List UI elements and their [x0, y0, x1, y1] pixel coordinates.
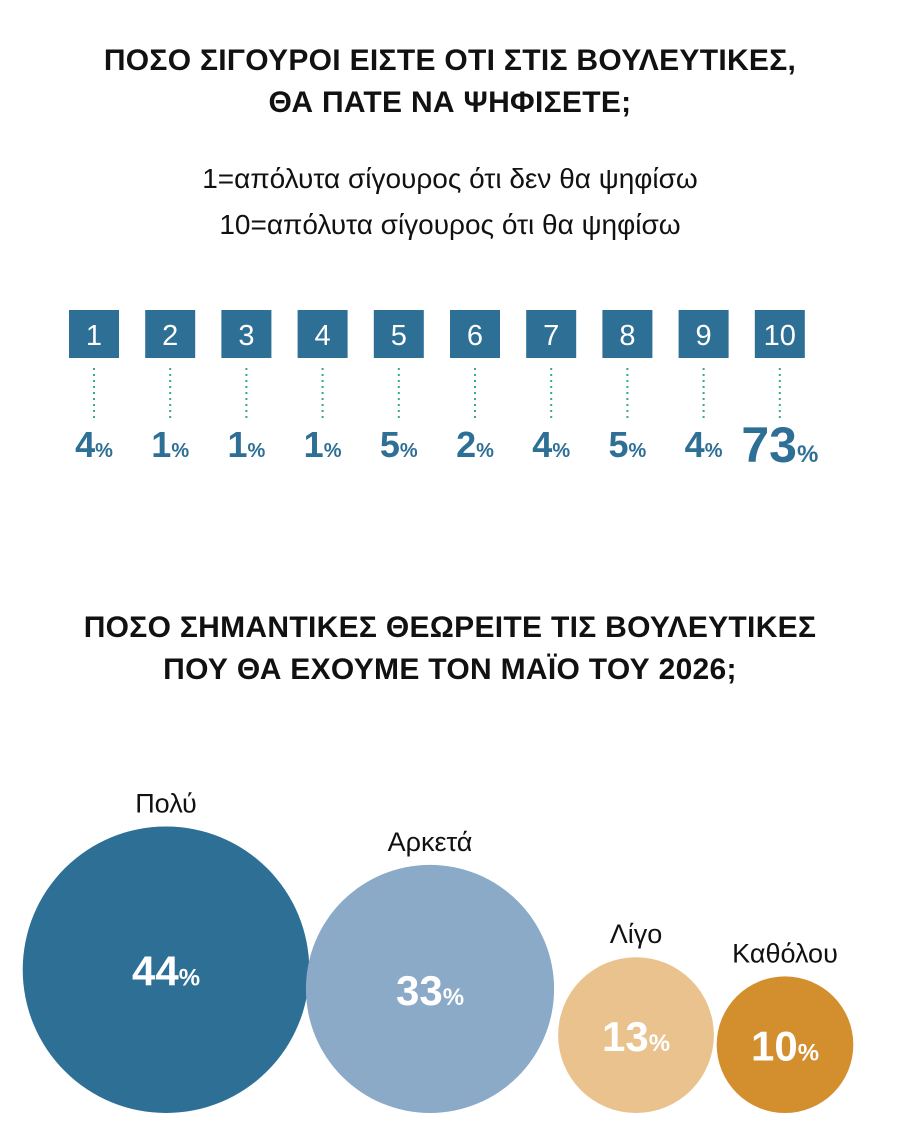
scale-box: [526, 310, 577, 358]
importance-bubble-chart: Πολύ 44% Αρκετά 33% Λίγο 13% Καθόλου 10%: [22, 788, 854, 1113]
scale-item: 5 5%: [373, 310, 424, 465]
scale-box: [678, 310, 729, 358]
scale-box: [602, 310, 653, 358]
scale-item: 8 5%: [602, 310, 653, 465]
bubble-value-label: 44%: [132, 948, 200, 995]
bubble-category-label: Καθόλου: [732, 938, 838, 968]
bubble-category-label: Λίγο: [610, 919, 663, 949]
bubble-value-label: 13%: [602, 1013, 670, 1060]
scale-box: [373, 310, 424, 358]
scale-box-label: 6: [467, 320, 483, 352]
scale-box: [450, 310, 500, 358]
title-line: ΘΑ ΠΑΤΕ ΝΑ ΨΗΦΙΣΕΤΕ;: [268, 86, 632, 119]
scale-item: 6 2%: [450, 310, 500, 465]
scale-item: 10 73%: [741, 310, 818, 473]
title-line: ΠΟΥ ΘΑ ΕΧΟΥΜΕ ΤΟΝ ΜΑΪΟ ΤΟΥ 2026;: [163, 653, 737, 686]
scale-item: 3 1%: [221, 310, 272, 465]
bubble-circle: [22, 826, 310, 1113]
scale-item: 9 4%: [678, 310, 729, 465]
scale-box-label: 7: [543, 320, 559, 352]
bubble-circle: [716, 976, 854, 1113]
scale-item: 2 1%: [145, 310, 196, 465]
scale-value-label: 5%: [380, 424, 418, 465]
scale-item: 1 4%: [69, 310, 119, 465]
scale-value-label: 73%: [741, 417, 818, 473]
bubble: Αρκετά 33%: [305, 827, 555, 1113]
scale-value-label: 1%: [227, 424, 265, 465]
bubble: Λίγο 13%: [558, 919, 714, 1113]
scale-box-label: 3: [238, 320, 254, 352]
scale-value-label: 4%: [685, 424, 723, 465]
scale-legend-high: 10=απόλυτα σίγουρος ότι θα ψηφίσω: [219, 209, 681, 240]
scale-value-label: 4%: [75, 424, 113, 465]
chart-title-importance: ΠΟΣΟ ΣΗΜΑΝΤΙΚΕΣ ΘΕΩΡΕΙΤΕ ΤΙΣ ΒΟΥΛΕΥΤΙΚΕΣ…: [0, 607, 900, 691]
scale-box-label: 5: [391, 320, 407, 352]
scale-box-label: 8: [619, 320, 635, 352]
scale-box: [145, 310, 196, 358]
scale-value-label: 1%: [304, 424, 342, 465]
scale-value-label: 2%: [456, 424, 494, 465]
scale-box-label: 4: [315, 320, 331, 352]
scale-legend-low: 1=απόλυτα σίγουρος ότι δεν θα ψηφίσω: [202, 163, 698, 194]
scale-value-label: 5%: [608, 424, 646, 465]
chart-title-certainty: ΠΟΣΟ ΣΙΓΟΥΡΟΙ ΕΙΣΤΕ ΟΤΙ ΣΤΙΣ ΒΟΥΛΕΥΤΙΚΕΣ…: [0, 40, 900, 124]
bubble-circle: [305, 864, 555, 1113]
scale-box-label: 1: [86, 320, 102, 352]
bubble-circle: [558, 957, 714, 1113]
bubble-category-label: Πολύ: [135, 788, 197, 818]
scale-box: [754, 310, 805, 358]
scale-box-label: 2: [162, 320, 178, 352]
bubble: Πολύ 44%: [22, 788, 310, 1113]
title-line: ΠΟΣΟ ΣΗΜΑΝΤΙΚΕΣ ΘΕΩΡΕΙΤΕ ΤΙΣ ΒΟΥΛΕΥΤΙΚΕΣ: [83, 611, 817, 644]
bubble-value-label: 10%: [751, 1023, 819, 1070]
bubble: Καθόλου 10%: [716, 938, 854, 1113]
scale-value-label: 4%: [532, 424, 570, 465]
scale-box: [69, 310, 119, 358]
bubble-value-label: 33%: [396, 967, 464, 1014]
scale-item: 4 1%: [297, 310, 348, 465]
scale-box-label: 9: [696, 320, 712, 352]
scale-item: 7 4%: [526, 310, 577, 465]
scale-box-label: 10: [764, 320, 796, 352]
scale-value-label: 1%: [151, 424, 189, 465]
certainty-scale-chart: 1 4% 2 1% 3 1% 4 1% 5 5% 6 2% 7 4% 8 5% 9 4% 10 73%: [69, 310, 818, 473]
scale-legend: 1=απόλυτα σίγουρος ότι δεν θα ψηφίσω 10=…: [0, 156, 900, 248]
title-line: ΠΟΣΟ ΣΙΓΟΥΡΟΙ ΕΙΣΤΕ ΟΤΙ ΣΤΙΣ ΒΟΥΛΕΥΤΙΚΕΣ…: [103, 44, 797, 77]
scale-box: [221, 310, 272, 358]
scale-box: [297, 310, 348, 358]
bubble-category-label: Αρκετά: [388, 827, 473, 857]
